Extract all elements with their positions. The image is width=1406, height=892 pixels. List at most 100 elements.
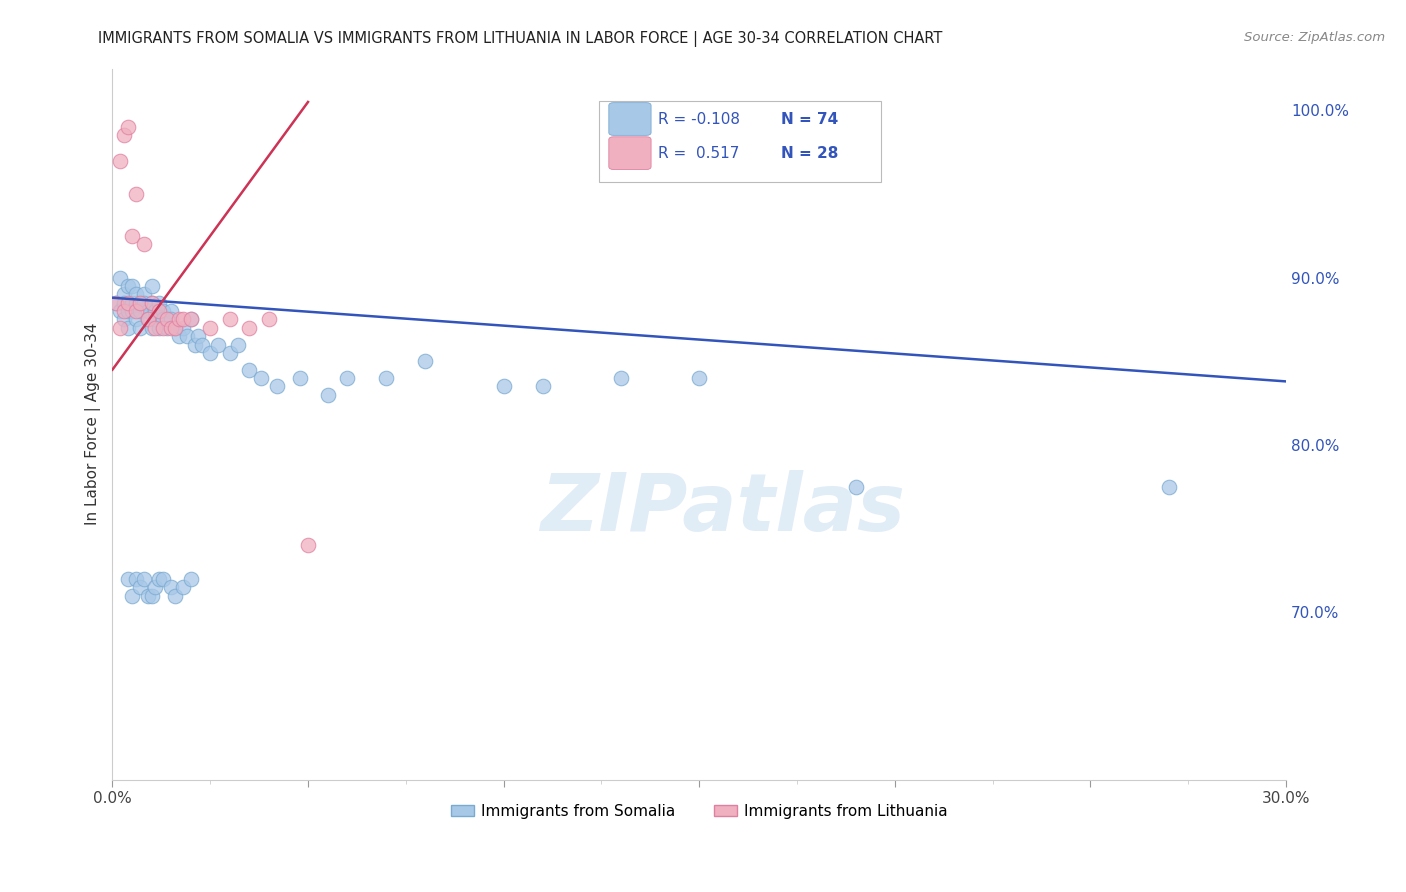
Point — [117, 295, 139, 310]
Point — [160, 580, 183, 594]
Point — [110, 270, 132, 285]
Point — [141, 295, 163, 310]
Point — [152, 572, 174, 586]
Point — [257, 312, 280, 326]
Point — [141, 295, 163, 310]
Point — [226, 337, 249, 351]
Point — [180, 312, 202, 326]
Point — [121, 295, 143, 310]
Point — [187, 329, 209, 343]
Point — [136, 304, 159, 318]
Point — [191, 337, 214, 351]
Point — [145, 580, 167, 594]
Point — [152, 304, 174, 318]
Point — [141, 321, 163, 335]
Point — [163, 321, 186, 335]
Text: R = -0.108: R = -0.108 — [658, 112, 740, 127]
Text: N = 74: N = 74 — [782, 112, 838, 127]
Point — [148, 304, 170, 318]
Point — [266, 379, 288, 393]
Point — [156, 312, 179, 326]
Point — [297, 538, 319, 552]
Point — [336, 371, 359, 385]
Point — [492, 379, 515, 393]
Point — [125, 572, 148, 586]
Point — [136, 589, 159, 603]
Point — [110, 153, 132, 168]
Point — [128, 580, 150, 594]
Point — [688, 371, 710, 385]
Point — [132, 295, 155, 310]
Point — [141, 589, 163, 603]
Point — [1157, 480, 1180, 494]
Point — [117, 572, 139, 586]
Point — [218, 312, 240, 326]
FancyBboxPatch shape — [599, 101, 882, 182]
Point — [218, 346, 240, 360]
Point — [207, 337, 229, 351]
Point — [112, 287, 135, 301]
Point — [121, 279, 143, 293]
Legend: Immigrants from Somalia, Immigrants from Lithuania: Immigrants from Somalia, Immigrants from… — [444, 798, 953, 825]
Point — [375, 371, 398, 385]
Point — [172, 580, 194, 594]
Point — [610, 371, 633, 385]
Point — [200, 346, 222, 360]
FancyBboxPatch shape — [609, 103, 651, 136]
Point — [125, 295, 148, 310]
Point — [148, 295, 170, 310]
Point — [160, 321, 183, 335]
Point — [136, 312, 159, 326]
Point — [121, 304, 143, 318]
Point — [128, 321, 150, 335]
Point — [112, 295, 135, 310]
Point — [145, 304, 167, 318]
Point — [183, 337, 205, 351]
Point — [110, 304, 132, 318]
Point — [156, 321, 179, 335]
Point — [112, 128, 135, 143]
Point — [125, 304, 148, 318]
Point — [316, 388, 339, 402]
Point — [121, 228, 143, 243]
Point — [141, 279, 163, 293]
Point — [250, 371, 273, 385]
Point — [132, 572, 155, 586]
Point — [531, 379, 554, 393]
Point — [112, 304, 135, 318]
Point — [415, 354, 437, 368]
Text: ZIPatlas: ZIPatlas — [540, 470, 905, 549]
Point — [238, 321, 260, 335]
Point — [176, 329, 198, 343]
Point — [125, 287, 148, 301]
Point — [125, 186, 148, 201]
Point — [132, 287, 155, 301]
Point — [160, 304, 183, 318]
FancyBboxPatch shape — [609, 136, 651, 169]
Text: N = 28: N = 28 — [782, 145, 839, 161]
Point — [180, 312, 202, 326]
Point — [145, 321, 167, 335]
Point — [160, 312, 183, 326]
Point — [112, 312, 135, 326]
Point — [167, 312, 190, 326]
Point — [117, 120, 139, 134]
Point — [288, 371, 311, 385]
Point — [200, 321, 222, 335]
Point — [148, 572, 170, 586]
Point — [128, 295, 150, 310]
Point — [117, 321, 139, 335]
Text: R =  0.517: R = 0.517 — [658, 145, 740, 161]
Point — [238, 362, 260, 376]
Point — [148, 321, 170, 335]
Point — [136, 312, 159, 326]
Point — [121, 589, 143, 603]
Point — [172, 312, 194, 326]
Y-axis label: In Labor Force | Age 30-34: In Labor Force | Age 30-34 — [86, 323, 101, 525]
Point — [125, 312, 148, 326]
Point — [845, 480, 868, 494]
Point — [110, 321, 132, 335]
Point — [163, 321, 186, 335]
Point — [105, 295, 128, 310]
Point — [167, 329, 190, 343]
